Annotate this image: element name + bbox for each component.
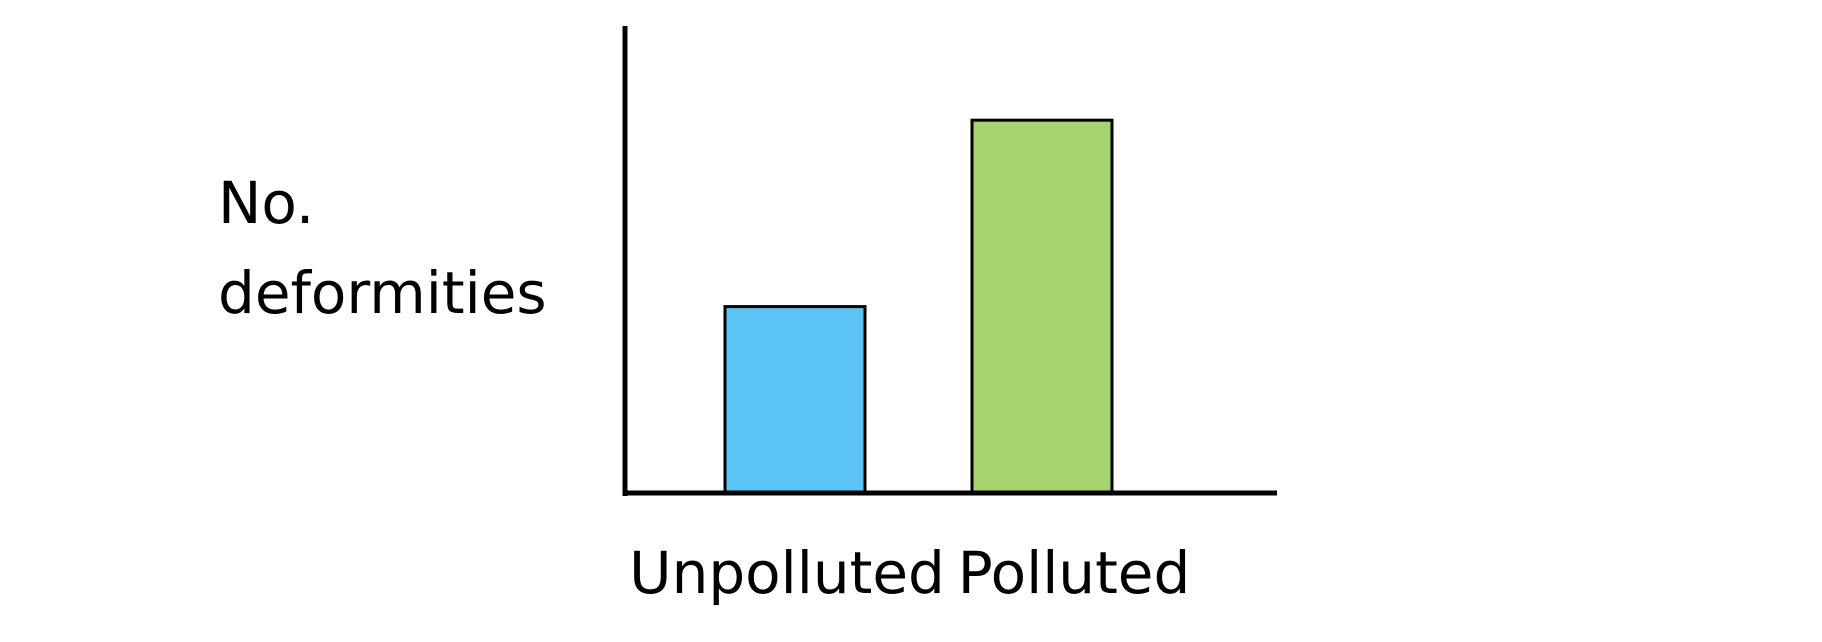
category-label-unpolluted: Unpolluted [629, 539, 945, 607]
y-axis-label: No. deformities [218, 169, 547, 327]
y-axis-label-line-2: deformities [218, 259, 547, 327]
bar-polluted [970, 118, 1114, 495]
bars-group [723, 118, 1114, 495]
category-labels-group: Unpolluted Polluted [629, 539, 1190, 607]
category-label-polluted: Polluted [958, 539, 1191, 607]
bar-unpolluted [723, 305, 867, 495]
y-axis-label-line-1: No. [218, 169, 314, 237]
